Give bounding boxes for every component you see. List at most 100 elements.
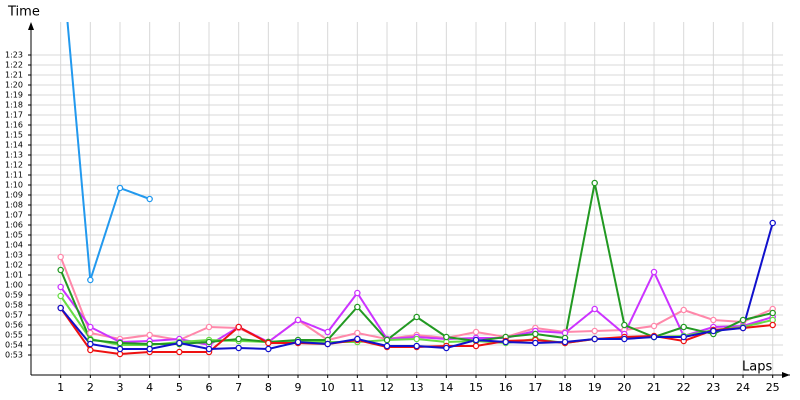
plot-area <box>57 22 776 358</box>
y-tick-label: 1:01 <box>5 271 23 280</box>
y-tick-label: 1:21 <box>5 71 23 80</box>
point <box>710 316 717 324</box>
point <box>146 195 153 203</box>
x-arrow <box>782 372 790 378</box>
y-arrow <box>28 22 34 30</box>
point <box>205 338 213 346</box>
point <box>561 338 569 346</box>
y-tick-label: 0:59 <box>5 291 23 300</box>
y-tick-label: 1:19 <box>5 91 23 100</box>
y-tick-label: 1:07 <box>5 211 23 220</box>
point <box>769 321 776 329</box>
point <box>116 339 124 347</box>
x-tick-label: 8 <box>265 381 272 394</box>
y-tick-label: 0:54 <box>5 341 23 350</box>
x-tick-label: 15 <box>469 381 483 394</box>
point <box>591 335 598 343</box>
point <box>680 323 687 331</box>
x-tick-label: 10 <box>321 381 335 394</box>
point <box>57 253 64 261</box>
point <box>354 329 361 337</box>
point <box>205 323 213 331</box>
y-tick-label: 0:53 <box>5 351 23 360</box>
point <box>650 333 658 341</box>
y-tick-label: 1:22 <box>5 61 23 70</box>
y-tick-label: 1:11 <box>5 171 23 180</box>
x-tick-label: 7 <box>235 381 242 394</box>
point <box>502 338 509 346</box>
point <box>443 333 450 341</box>
y-tick-label: 0:57 <box>5 311 23 320</box>
x-tick-label: 3 <box>117 381 124 394</box>
x-tick-label: 13 <box>410 381 424 394</box>
point <box>235 344 242 352</box>
y-tick-label: 1:16 <box>5 121 23 130</box>
point <box>87 276 94 284</box>
y-tick-label: 1:08 <box>5 201 23 210</box>
y-tick-label: 1:23 <box>5 51 23 60</box>
x-tick-label: 17 <box>528 381 542 394</box>
x-tick-label: 2 <box>87 381 94 394</box>
grid <box>31 22 783 375</box>
x-tick-label: 14 <box>439 381 453 394</box>
x-tick-label: 4 <box>146 381 153 394</box>
point <box>57 266 64 274</box>
y-tick-label: 1:20 <box>5 81 23 90</box>
point <box>205 345 213 353</box>
point <box>621 335 628 343</box>
point <box>591 327 598 335</box>
point <box>739 324 747 332</box>
point <box>383 342 391 350</box>
x-tick-label: 11 <box>350 381 364 394</box>
point <box>591 179 598 187</box>
x-tick-label: 16 <box>499 381 513 394</box>
point <box>443 344 450 352</box>
y-tick-label: 0:58 <box>5 301 23 310</box>
point <box>87 329 94 337</box>
series-line <box>66 22 151 281</box>
point <box>294 316 302 324</box>
y-tick-label: 1:09 <box>5 191 23 200</box>
point <box>116 184 124 192</box>
point <box>116 345 124 353</box>
point <box>413 342 420 350</box>
point <box>265 339 272 347</box>
point <box>532 330 539 338</box>
point <box>591 305 598 313</box>
point <box>354 303 361 311</box>
point <box>383 336 391 344</box>
point <box>354 335 361 343</box>
x-tick-label: 1 <box>57 381 64 394</box>
y-tick-label: 1:06 <box>5 221 23 230</box>
point <box>87 323 94 331</box>
x-tick-label: 18 <box>558 381 572 394</box>
y-tick-label: 1:03 <box>5 251 23 260</box>
x-tick-label: 21 <box>647 381 661 394</box>
y-tick-label: 1:10 <box>5 181 23 190</box>
x-tick-label: 20 <box>617 381 631 394</box>
point <box>472 336 480 344</box>
point <box>235 323 242 331</box>
x-tick-label: 23 <box>706 381 720 394</box>
x-tick-label: 25 <box>766 381 780 394</box>
point <box>57 304 64 312</box>
x-tick-label: 22 <box>677 381 691 394</box>
point <box>769 219 776 227</box>
y-tick-label: 1:05 <box>5 231 23 240</box>
y-tick-label: 0:56 <box>5 321 23 330</box>
point <box>176 348 183 356</box>
y-tick-label: 1:04 <box>5 241 23 250</box>
x-tick-label: 19 <box>588 381 602 394</box>
point <box>87 340 94 348</box>
y-tick-label: 1:13 <box>5 151 23 160</box>
point <box>621 321 628 329</box>
y-tick-label: 1:14 <box>5 141 23 150</box>
point <box>146 331 153 339</box>
point <box>650 322 658 330</box>
x-axis-label: Laps <box>742 360 772 375</box>
point <box>324 328 331 336</box>
point <box>265 345 272 353</box>
point <box>472 342 480 350</box>
y-tick-label: 1:00 <box>5 281 23 290</box>
